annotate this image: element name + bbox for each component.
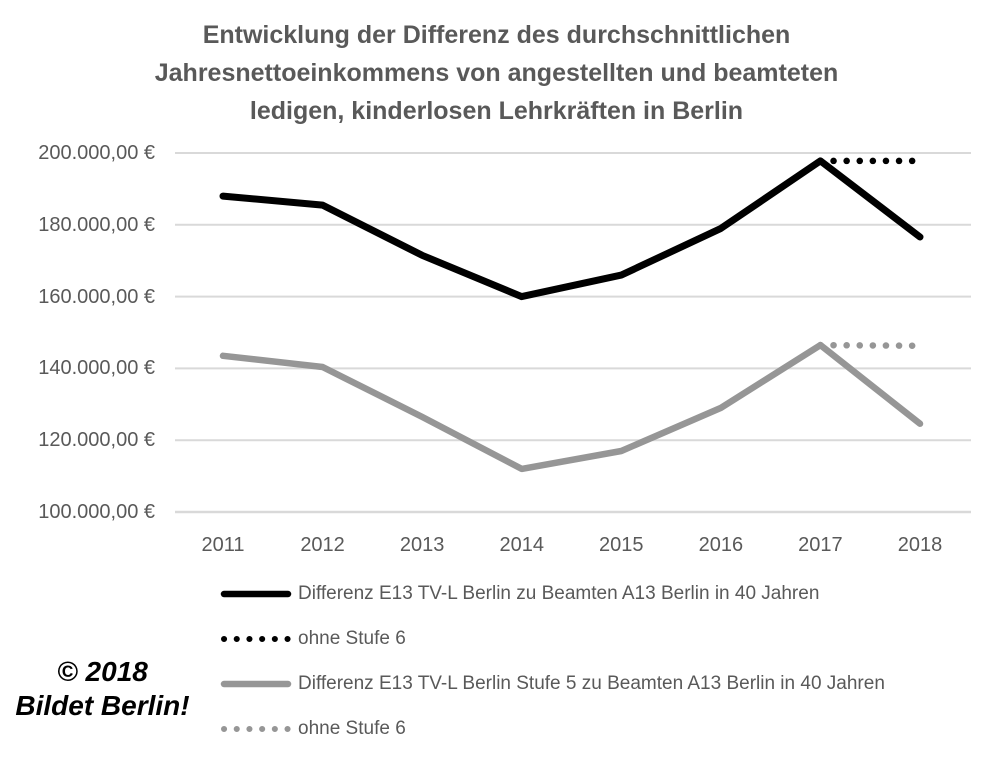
legend-item: ohne Stufe 6 [220,627,993,651]
legend: Differenz E13 TV-L Berlin zu Beamten A13… [220,582,993,760]
legend-item-label: Differenz E13 TV-L Berlin zu Beamten A13… [298,583,820,604]
x-tick-label: 2014 [499,534,544,556]
y-tick-label: 180.000,00 € [38,213,155,236]
legend-item-label: Differenz E13 TV-L Berlin Stufe 5 zu Bea… [298,673,885,694]
watermark-name: Bildet Berlin! [15,690,190,721]
y-tick-label: 200.000,00 € [38,142,155,164]
series-line-solid-gray [219,341,924,473]
legend-item-label: ohne Stufe 6 [298,628,406,649]
legend-item: ohne Stufe 6 [220,717,993,741]
chart-title-line-2: Jahresnettoeinkommens von angestellten u… [154,59,839,87]
chart-title-line-1: Entwicklung der Differenz des durchschni… [202,21,791,49]
series-line-dotted-gray [817,341,924,350]
legend-dotted-line-icon [221,636,291,642]
watermark-year: © 2018 [57,656,148,687]
x-tick-label: 2011 [201,534,245,556]
x-tick-label: 2012 [300,534,345,556]
x-tick-label: 2016 [698,534,744,556]
x-tick-label: 2018 [897,534,943,556]
x-tick-label: 2017 [798,534,843,556]
watermark: © 2018 Bildet Berlin! [5,655,200,723]
legend-dotted-line-icon [221,726,291,732]
legend-item: Differenz E13 TV-L Berlin zu Beamten A13… [220,582,993,606]
legend-solid-line-icon [220,590,292,598]
y-tick-label: 100.000,00 € [38,501,155,523]
x-tick-label: 2013 [399,534,445,556]
series-line-solid-black [219,157,924,301]
line-chart-svg [175,152,971,514]
plot-area [175,145,975,525]
y-tick-label: 160.000,00 € [38,285,155,308]
legend-item: Differenz E13 TV-L Berlin Stufe 5 zu Bea… [220,672,993,696]
chart-title: Entwicklung der Differenz des durchschni… [0,16,993,130]
y-tick-label: 120.000,00 € [38,429,155,452]
y-tick-label: 140.000,00 € [38,357,155,380]
legend-item-label: ohne Stufe 6 [298,718,406,739]
chart-title-line-3: ledigen, kinderlosen Lehrkräften in Berl… [249,97,744,125]
legend-solid-line-icon [220,680,292,688]
x-tick-label: 2015 [599,534,644,556]
